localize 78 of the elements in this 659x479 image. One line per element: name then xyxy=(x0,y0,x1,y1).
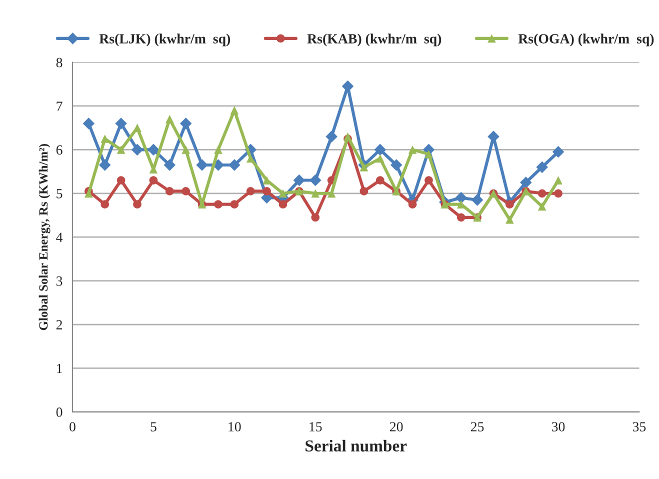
point xyxy=(164,159,176,171)
legend-label: Rs(KAB) (kwhr/m sq) xyxy=(307,34,442,46)
x-tick-label: 30 xyxy=(552,422,565,432)
x-tick-label: 0 xyxy=(70,422,76,432)
x-axis-title: Serial number xyxy=(306,440,407,452)
point xyxy=(246,187,255,196)
x-tick-label: 5 xyxy=(150,422,156,432)
point xyxy=(552,146,564,158)
point xyxy=(311,213,320,222)
point xyxy=(376,154,384,163)
point xyxy=(131,144,144,156)
point xyxy=(309,174,322,186)
point xyxy=(230,200,239,208)
point xyxy=(180,118,192,130)
point xyxy=(360,187,368,196)
point xyxy=(471,194,484,206)
legend-label: Rs(LJK) (kwhr/m sq) xyxy=(99,34,230,46)
point xyxy=(115,118,127,130)
point xyxy=(182,146,190,154)
point xyxy=(149,176,158,184)
point xyxy=(230,106,239,115)
point xyxy=(293,174,306,186)
point xyxy=(455,192,468,204)
point xyxy=(424,176,433,184)
point xyxy=(165,187,174,196)
point xyxy=(408,146,417,154)
point xyxy=(133,124,142,132)
y-tick-label: 3 xyxy=(56,276,62,286)
point xyxy=(408,200,417,208)
y-tick-label: 5 xyxy=(56,189,62,198)
y-axis-title: Global Solar Energy, Rs (KWh/m²) xyxy=(38,144,50,330)
point xyxy=(182,187,190,196)
point xyxy=(374,144,386,156)
legend-label: Rs(OGA) (kwhr/m sq) xyxy=(518,34,654,46)
point xyxy=(456,213,466,222)
point xyxy=(344,132,352,141)
point xyxy=(538,202,546,211)
y-tick-label: 0 xyxy=(56,408,62,417)
point xyxy=(228,159,240,171)
y-tick-label: 8 xyxy=(56,58,62,68)
point xyxy=(278,189,288,198)
point xyxy=(376,176,384,184)
point xyxy=(554,189,562,198)
point xyxy=(536,161,548,174)
point xyxy=(326,130,338,142)
point xyxy=(196,159,208,171)
point xyxy=(100,200,110,208)
point xyxy=(424,150,433,158)
point xyxy=(82,118,95,130)
point xyxy=(116,146,126,154)
point xyxy=(538,189,546,198)
y-tick-label: 2 xyxy=(56,320,62,330)
y-tick-label: 4 xyxy=(56,232,63,242)
point xyxy=(116,176,126,184)
y-tick-label: 7 xyxy=(56,102,62,111)
point xyxy=(214,200,222,208)
y-tick-label: 6 xyxy=(56,145,62,155)
point xyxy=(311,189,320,198)
point xyxy=(554,176,562,184)
point xyxy=(390,159,402,171)
point xyxy=(278,200,288,208)
point xyxy=(148,144,160,156)
point xyxy=(506,215,514,224)
point xyxy=(133,200,142,208)
x-tick-label: 20 xyxy=(390,422,403,432)
x-tick-label: 25 xyxy=(470,422,484,432)
point xyxy=(262,187,271,196)
point xyxy=(520,176,532,188)
x-tick-label: 15 xyxy=(310,422,322,432)
point xyxy=(360,163,368,172)
point xyxy=(506,200,514,208)
point xyxy=(98,159,111,171)
x-tick-label: 10 xyxy=(228,422,241,432)
x-tick-label: 35 xyxy=(632,422,646,432)
point xyxy=(165,114,174,124)
y-tick-label: 1 xyxy=(57,364,62,374)
point xyxy=(100,134,110,143)
point xyxy=(214,146,222,154)
